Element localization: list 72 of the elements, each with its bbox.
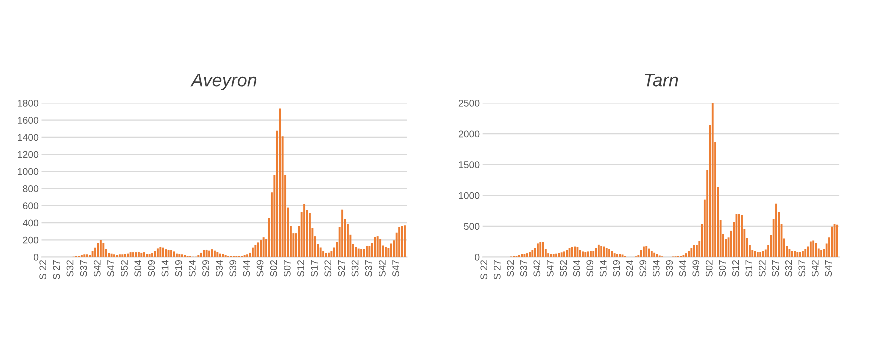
x-tick-label: S12 <box>732 260 740 277</box>
x-tick-label: S 22 <box>40 260 47 280</box>
x-tick-label: S49 <box>256 260 264 277</box>
x-tick-label: S32 <box>507 260 514 277</box>
x-tick-label: S04 <box>134 260 142 277</box>
x-tick-label: S02 <box>270 260 278 277</box>
x-tick-label: S52 <box>121 260 128 277</box>
x-tick-label: S39 <box>230 260 237 277</box>
y-tick-label: 0 <box>475 254 480 261</box>
x-tick-label: S42 <box>94 260 101 277</box>
y-tick-label: 800 <box>23 186 39 192</box>
x-tick-label: S47 <box>546 260 554 277</box>
x-tick-label: S47 <box>108 260 114 277</box>
x-tick-label: S32 <box>352 260 359 277</box>
x-tick-label: S24 <box>626 260 634 277</box>
x-tick-label: S32 <box>66 260 74 277</box>
x-tick-label: S17 <box>746 260 753 277</box>
x-tick-label: S22 <box>324 260 332 277</box>
x-tick-label: S49 <box>692 260 700 277</box>
x-tick-label: S22 <box>758 260 766 277</box>
x-tick-label: S37 <box>80 260 88 277</box>
x-tick-label: S39 <box>666 260 674 277</box>
x-tick-label: S32 <box>785 260 792 277</box>
x-tick-label: S14 <box>162 260 169 277</box>
x-tick-label: S19 <box>613 260 620 277</box>
x-tick-label: S52 <box>560 260 568 277</box>
x-tick-label: S24 <box>188 260 196 277</box>
y-tick-label: 1000 <box>18 168 39 176</box>
x-tick-label: S14 <box>600 260 607 277</box>
x-tick-label: S 27 <box>494 260 501 280</box>
chart-title: Aveyron <box>190 74 257 90</box>
x-tick-label: S29 <box>640 260 647 277</box>
x-tick-label: S17 <box>311 260 318 277</box>
x-tick-label: S07 <box>719 260 726 277</box>
x-tick-label: S19 <box>175 260 182 277</box>
y-tick-label: 1200 <box>18 151 39 158</box>
x-tick-label: S02 <box>706 260 713 277</box>
y-tick-label: 1000 <box>459 192 480 200</box>
y-tick-label: 2000 <box>458 130 480 138</box>
x-tick-label: S09 <box>148 260 156 277</box>
x-tick-label: S34 <box>216 260 223 277</box>
y-tick-label: 0 <box>34 254 39 261</box>
x-tick-label: S04 <box>573 260 580 277</box>
x-tick-label: S42 <box>812 260 819 277</box>
x-tick-label: S 27 <box>53 260 60 280</box>
x-tick-label: S44 <box>679 260 686 277</box>
y-tick-label: 400 <box>22 220 39 227</box>
y-tick-label: 600 <box>23 202 39 210</box>
x-tick-label: S42 <box>534 260 541 277</box>
y-tick-label: 1400 <box>18 134 39 142</box>
x-tick-label: S12 <box>298 260 304 277</box>
y-tick-label: 1600 <box>18 117 39 124</box>
x-tick-label: S37 <box>520 260 528 277</box>
x-tick-label: S47 <box>392 260 400 277</box>
x-tick-label: S42 <box>378 260 386 277</box>
x-tick-label: S07 <box>284 260 291 277</box>
x-tick-label: S47 <box>825 260 832 277</box>
x-tick-label: S 22 <box>480 260 488 280</box>
x-tick-label: S44 <box>243 260 250 277</box>
x-tick-label: S34 <box>652 260 660 277</box>
x-tick-label: S27 <box>772 260 780 277</box>
x-tick-label: S09 <box>586 260 594 277</box>
y-tick-label: 1500 <box>459 162 480 168</box>
x-tick-label: S27 <box>338 260 346 277</box>
chart-title: Tarn <box>645 74 678 87</box>
y-tick-label: 2500 <box>458 100 480 107</box>
x-tick-label: S29 <box>202 260 210 277</box>
y-tick-label: 1800 <box>18 100 39 107</box>
y-tick-label: 500 <box>464 223 480 230</box>
x-tick-label: S37 <box>365 260 372 277</box>
y-tick-label: 200 <box>23 236 39 244</box>
x-tick-label: S37 <box>798 260 806 277</box>
